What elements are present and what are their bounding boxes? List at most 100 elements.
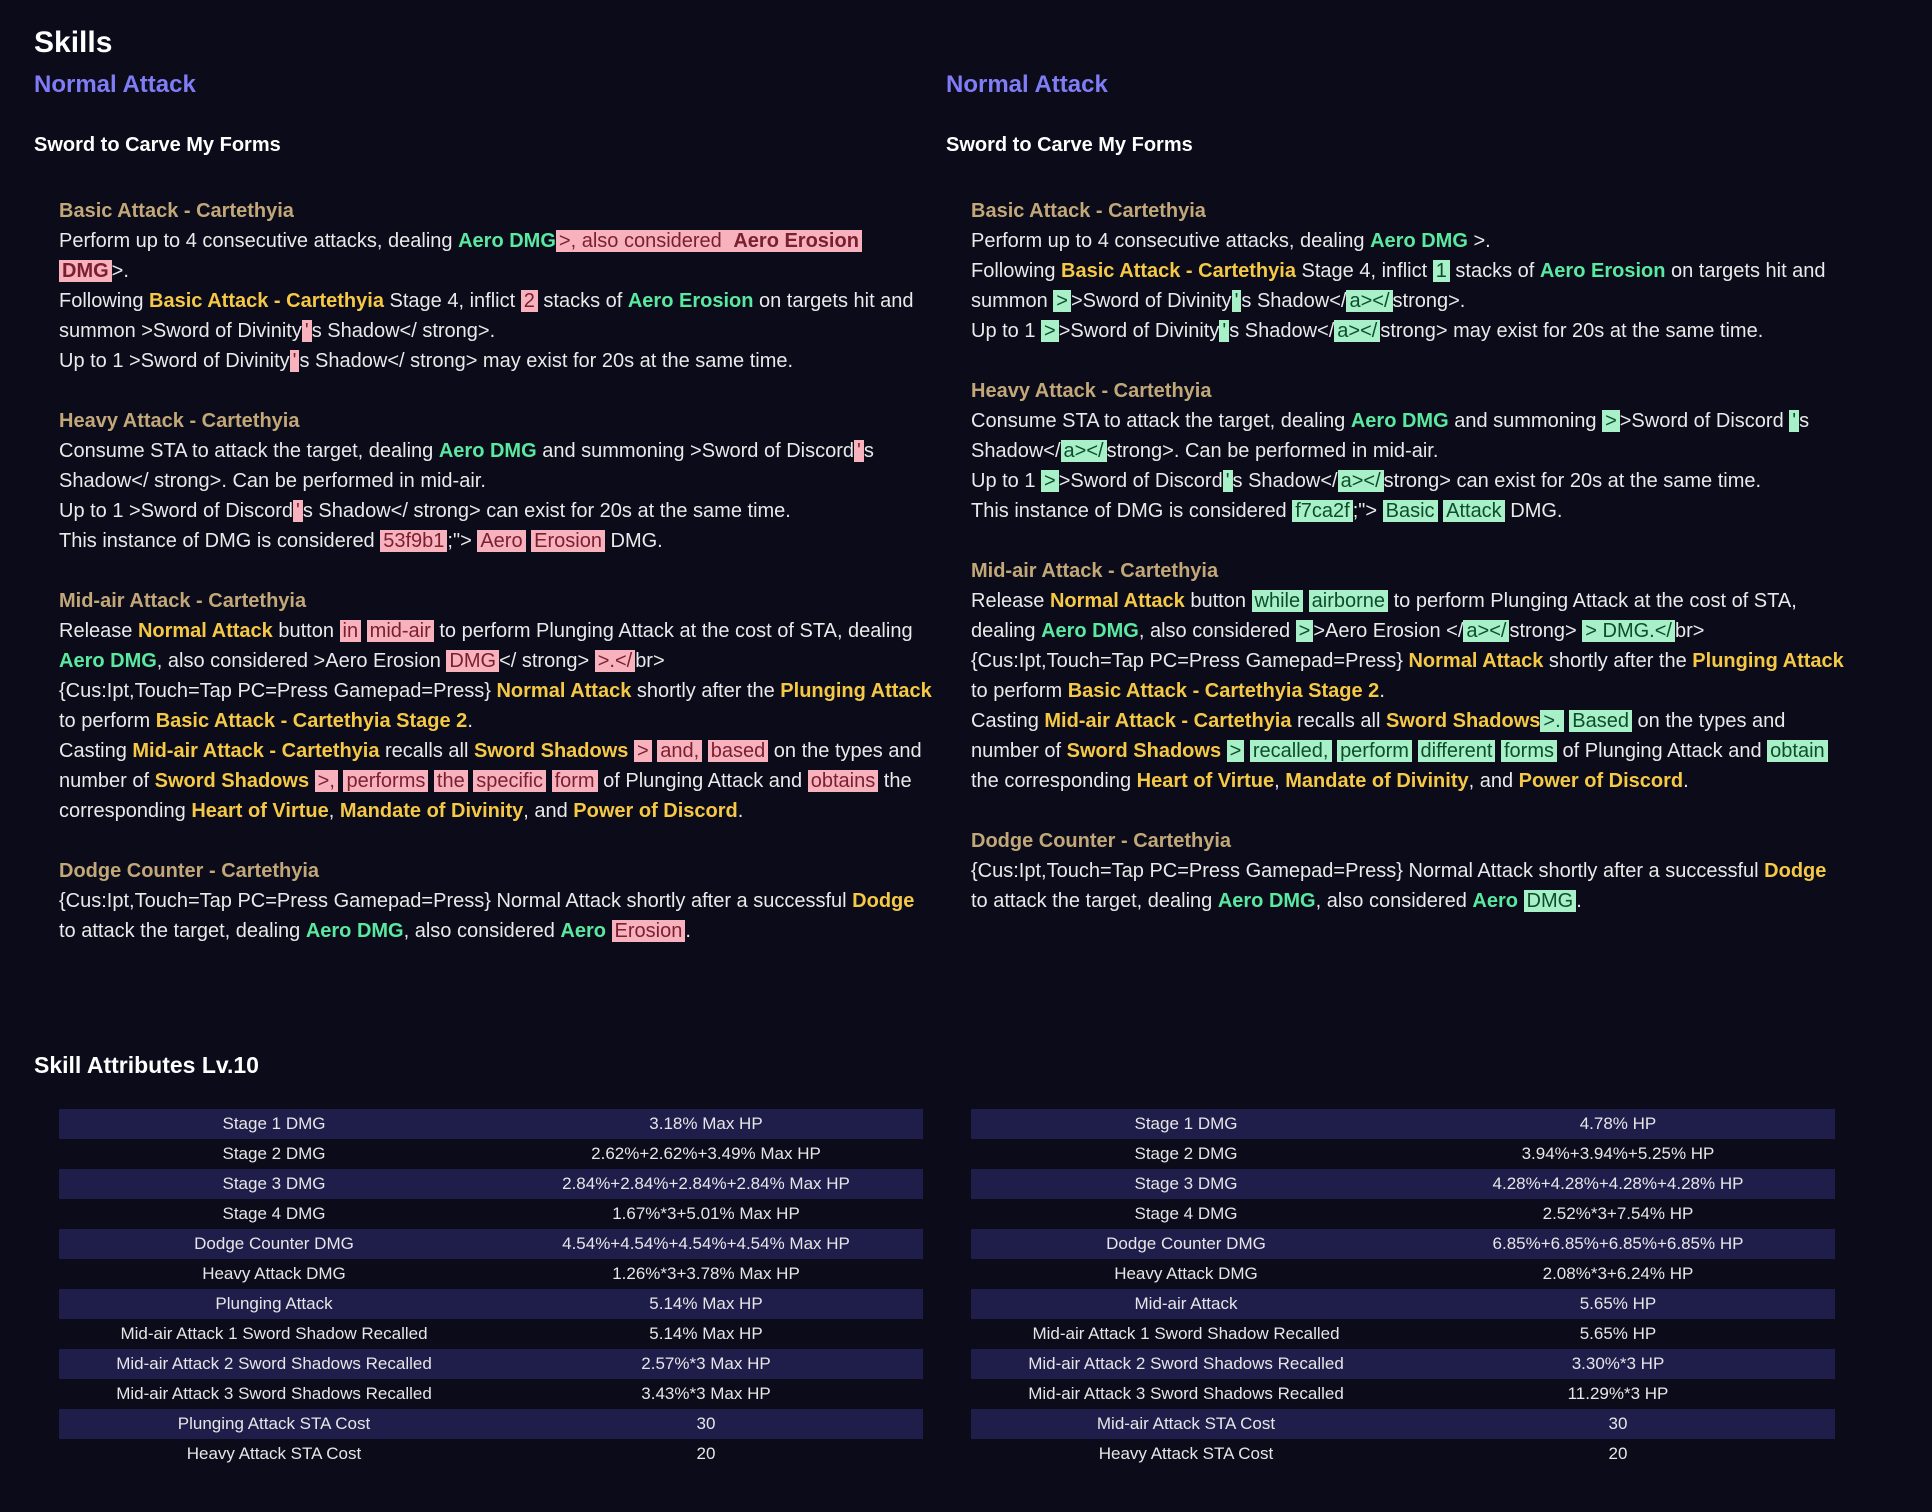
text-segment: s Shadow</ strong> can exist for 20s at … xyxy=(302,500,791,522)
text-segment: , also considered xyxy=(1138,620,1296,642)
attribute-name: Stage 1 DMG xyxy=(971,1109,1401,1139)
attribute-name: Plunging Attack STA Cost xyxy=(59,1409,489,1439)
text-segment: strong>. xyxy=(1392,290,1466,312)
diff-column-new: Normal Attack Sword to Carve My Forms Ba… xyxy=(946,66,1846,946)
table-row: Stage 4 DMG 2.52%*3+7.54% HP xyxy=(971,1199,1835,1229)
text-segment: >Sword of Discord xyxy=(1619,410,1790,432)
text-segment: </ strong> xyxy=(499,650,595,672)
attribute-value: 3.94%+3.94%+5.25% HP xyxy=(1521,1144,1715,1163)
attribute-name: Dodge Counter DMG xyxy=(971,1229,1401,1259)
attribute-value: 5.14% Max HP xyxy=(649,1324,763,1343)
keyword-text: Mandate of Divinity xyxy=(1285,770,1469,792)
text-segment: s Shadow</ xyxy=(1241,290,1347,312)
attribute-value: 2.52%*3+7.54% HP xyxy=(1542,1204,1694,1223)
diff-added-text: a></ xyxy=(1060,440,1107,462)
diff-removed-text: >, also considered xyxy=(555,230,731,252)
keyword-text: Aero DMG xyxy=(305,920,404,942)
table-row: Stage 1 DMG 4.78% HP xyxy=(971,1109,1835,1139)
text-segment: ;"> xyxy=(1352,500,1383,522)
text-segment: s Shadow</ xyxy=(971,410,1810,462)
diff-added-text: > xyxy=(1041,320,1059,342)
description-line: Consume STA to attack the target, dealin… xyxy=(59,436,934,496)
text-segment: DMG. xyxy=(604,530,663,552)
diff-removed-text: Aero xyxy=(477,530,526,552)
text-segment: {Cus:Ipt,Touch=Tap PC=Press Gamepad=Pres… xyxy=(59,890,853,912)
diff-column-old: Normal Attack Sword to Carve My Forms Ba… xyxy=(34,66,934,976)
table-row: Plunging Attack 5.14% Max HP xyxy=(59,1289,923,1319)
attribute-name: Stage 3 DMG xyxy=(971,1169,1401,1199)
text-segment: , xyxy=(328,800,340,822)
sub-skill-name: Mid-air Attack - Cartethyia xyxy=(971,560,1219,582)
text-segment: {Cus:Ipt,Touch=Tap PC=Press Gamepad=Pres… xyxy=(971,650,1409,672)
table-row: Mid-air Attack 1 Sword Shadow Recalled 5.… xyxy=(59,1319,923,1349)
text-segment: of Plunging Attack and xyxy=(1557,740,1768,762)
text-segment xyxy=(1518,890,1524,912)
skill-block: Dodge Counter - Cartethyia {Cus:Ipt,Touch… xyxy=(59,856,934,946)
description-line: Following Basic Attack - Cartethyia Stag… xyxy=(971,256,1846,316)
text-segment: to perform Plunging Attack at the cost o… xyxy=(971,590,1797,642)
attribute-name: Heavy Attack DMG xyxy=(202,1264,346,1283)
attribute-value: 11.29%*3 HP xyxy=(1567,1384,1669,1403)
text-segment: of Plunging Attack and xyxy=(597,770,808,792)
text-segment: DMG. xyxy=(1504,500,1563,522)
keyword-text: Plunging Attack xyxy=(1692,650,1844,672)
diff-added-text: > xyxy=(1053,290,1071,312)
keyword-text: Aero xyxy=(560,920,606,942)
text-segment: Consume STA to attack the target, dealin… xyxy=(59,440,439,462)
text-segment: Perform up to 4 consecutive attacks, dea… xyxy=(971,230,1371,252)
keyword-text: Aero DMG xyxy=(1370,230,1468,252)
text-segment: and summoning >Sword of Discord xyxy=(536,440,855,462)
description-line: Perform up to 4 consecutive attacks, dea… xyxy=(59,226,934,286)
skill-description: Basic Attack - Cartethyia Perform up to 4… xyxy=(34,196,934,946)
attribute-name: Mid-air Attack 3 Sword Shadows Recalled xyxy=(116,1384,432,1403)
text-segment: on targets hit and summon xyxy=(971,260,1826,312)
text-segment: strong> may exist for 20s at the same ti… xyxy=(1380,320,1764,342)
keyword-text: Heart of Virtue xyxy=(191,800,329,822)
text-segment: on targets hit and summon >Sword of Divi… xyxy=(59,290,914,342)
text-segment: ;"> xyxy=(447,530,478,552)
text-segment: and summoning xyxy=(1448,410,1603,432)
description-line: Following Basic Attack - Cartethyia Stag… xyxy=(59,286,934,346)
description-line: {Cus:Ipt,Touch=Tap PC=Press Gamepad=Pres… xyxy=(971,856,1846,916)
text-segment: to attack the target, dealing xyxy=(59,920,306,942)
diff-removed-text: ' xyxy=(301,320,312,342)
keyword-text: Power of Discord xyxy=(573,800,738,822)
sub-skill-name: Basic Attack - Cartethyia xyxy=(971,200,1206,222)
text-segment: recalls all xyxy=(1291,710,1386,732)
attribute-name: Stage 1 DMG xyxy=(59,1109,489,1139)
attribute-name: Heavy Attack DMG xyxy=(1114,1264,1258,1283)
diff-removed-text: performs xyxy=(343,770,429,792)
diff-removed-text: 53f9b1 xyxy=(380,530,448,552)
text-segment: shortly after the xyxy=(1543,650,1693,672)
text-segment: Release xyxy=(59,620,138,642)
text-segment xyxy=(1303,590,1309,612)
description-line: Release Normal Attack button while airbo… xyxy=(971,586,1846,646)
text-segment: >Sword of Discord xyxy=(1058,470,1223,492)
text-segment: stacks of xyxy=(1449,260,1540,282)
attribute-value: 30 xyxy=(489,1409,923,1439)
diff-added-text: >. xyxy=(1540,710,1564,732)
attribute-value: 5.65% HP xyxy=(1579,1324,1657,1343)
text-segment: recalls all xyxy=(379,740,474,762)
keyword-text: Power of Discord xyxy=(1518,770,1684,792)
sub-skill-name: Heavy Attack - Cartethyia xyxy=(59,410,300,432)
skill-attributes-title: Skill Attributes Lv.10 xyxy=(34,1052,259,1078)
table-row: Plunging Attack STA Cost 30 xyxy=(59,1409,923,1439)
table-row: Dodge Counter DMG 6.85%+6.85%+6.85%+6.85%… xyxy=(971,1229,1835,1259)
text-segment xyxy=(546,770,552,792)
attribute-name: Mid-air Attack 1 Sword Shadow Recalled xyxy=(1032,1324,1340,1343)
diff-removed-text: based xyxy=(707,740,769,762)
keyword-text: Aero DMG xyxy=(1350,410,1449,432)
text-segment: stacks of xyxy=(537,290,628,312)
text-segment xyxy=(1412,740,1418,762)
text-segment: the corresponding xyxy=(59,770,912,822)
diff-removed-text: DMG xyxy=(446,650,500,672)
text-segment: on the types and number of xyxy=(59,740,922,792)
diff-removed-text: 2 xyxy=(520,290,538,312)
table-row: Stage 2 DMG 2.62%+2.62%+3.49% Max HP xyxy=(59,1139,923,1169)
text-segment: s Shadow</ strong>. Can be performed in … xyxy=(59,440,874,492)
text-segment: Up to 1 >Sword of Discord xyxy=(59,500,293,522)
text-segment: Casting xyxy=(971,710,1045,732)
text-segment: br> xyxy=(1674,620,1705,642)
text-segment: {Cus:Ipt,Touch=Tap PC=Press Gamepad=Pres… xyxy=(59,680,497,702)
